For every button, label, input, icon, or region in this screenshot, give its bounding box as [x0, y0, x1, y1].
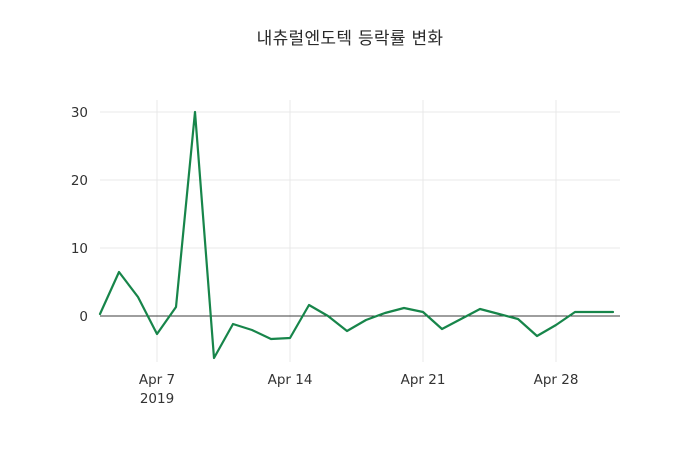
ytick-label-0: 0 [79, 309, 88, 325]
ytick-label-20: 20 [71, 173, 88, 189]
xtick-label-apr-21: Apr 21 [401, 372, 446, 388]
chart-title: 내츄럴엔도텍 등락률 변화 [256, 29, 444, 49]
horizontal-gridlines [100, 111, 620, 249]
data-series-line [98, 110, 615, 360]
xtick-label-apr-28: Apr 28 [534, 372, 579, 388]
y-axis-tick-labels: 30 20 10 0 [71, 105, 88, 325]
xtick-sublabel-year: 2019 [140, 391, 174, 407]
ytick-label-30: 30 [71, 105, 88, 121]
xtick-label-apr-7: Apr 7 [139, 372, 175, 388]
ytick-label-10: 10 [71, 241, 88, 257]
x-axis-tick-labels: Apr 7 2019 Apr 14 Apr 21 Apr 28 [139, 372, 579, 407]
vertical-gridlines [156, 100, 557, 362]
xtick-label-apr-14: Apr 14 [268, 372, 313, 388]
